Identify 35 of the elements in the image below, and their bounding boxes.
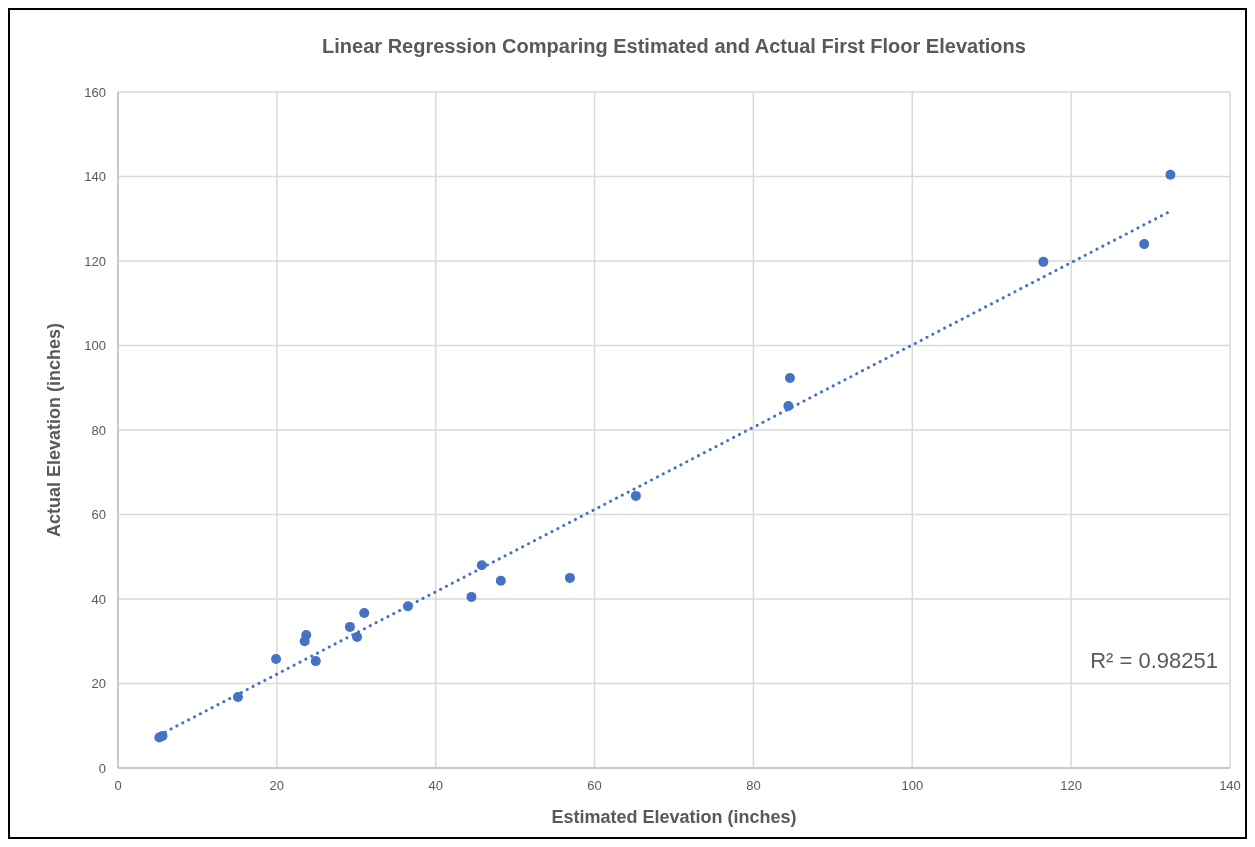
point	[466, 591, 477, 602]
x-axis-title: Estimated Elevation (inches)	[551, 807, 797, 827]
annotation: R² = 0.98251	[1090, 648, 1218, 673]
y-tick-label: 160	[84, 84, 106, 100]
point	[310, 656, 321, 667]
x-tick-label: 140	[1219, 778, 1241, 793]
y-tick-label: 140	[84, 169, 106, 184]
x-tick-label: 80	[746, 778, 761, 793]
point	[564, 572, 575, 583]
point	[344, 621, 355, 632]
point	[271, 654, 282, 664]
x-tick-label: 100	[901, 778, 924, 793]
point	[495, 575, 506, 586]
point	[784, 373, 795, 384]
point	[1038, 256, 1049, 267]
x-tick-label: 60	[587, 778, 602, 793]
chart-title: Linear Regression Comparing Estimated and Actual First Floor Elevations	[322, 35, 1026, 57]
y-tick-label: 40	[91, 591, 106, 607]
x-tick-label: 20	[269, 778, 285, 793]
y-tick-label: 120	[84, 253, 106, 269]
y-tick-label: 80	[91, 422, 106, 438]
point	[630, 490, 641, 501]
point	[359, 607, 370, 618]
point	[1139, 239, 1150, 250]
x-tick-label: 120	[1060, 778, 1082, 793]
point	[301, 629, 312, 640]
y-tick-label: 100	[84, 338, 106, 353]
x-tick-label: 40	[428, 778, 443, 793]
x-tick-label: 0	[114, 778, 122, 793]
point	[1165, 169, 1176, 180]
y-tick-label: 0	[98, 760, 106, 776]
point	[352, 632, 363, 643]
y-tick-label: 20	[91, 676, 106, 691]
y-axis-title: Actual Elevation (inches)	[44, 322, 64, 538]
y-tick-label: 60	[91, 507, 106, 522]
